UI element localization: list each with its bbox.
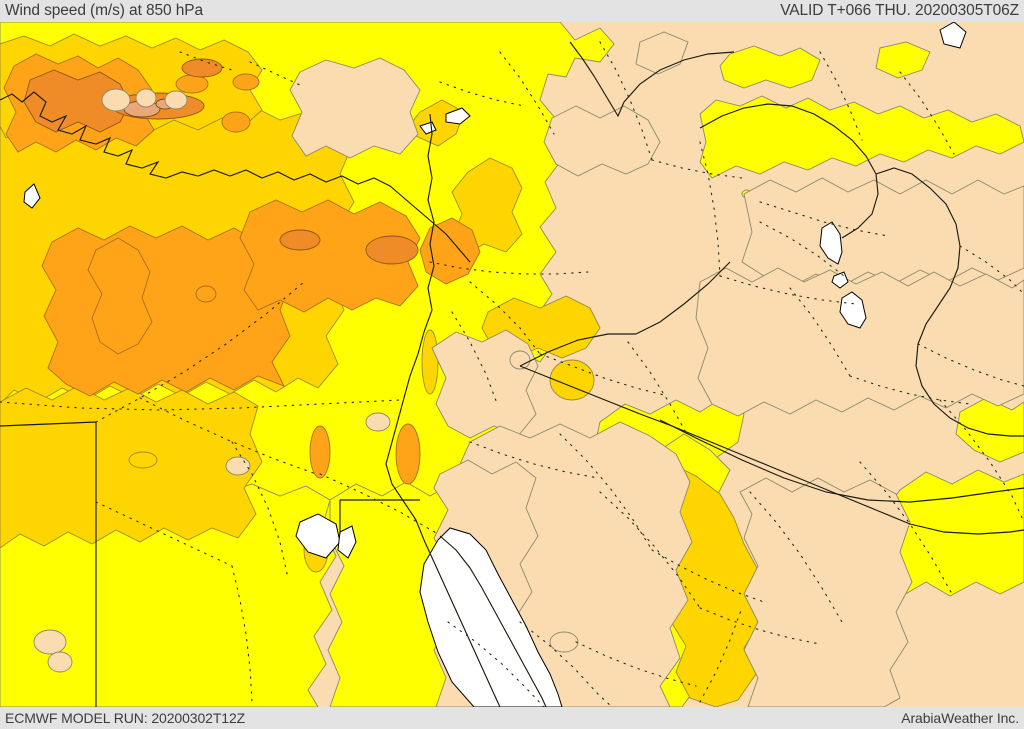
credit-label: ArabiaWeather Inc. <box>901 710 1019 726</box>
admin-borders-dotted <box>0 41 1024 707</box>
band-under-4-group <box>23 22 967 707</box>
bottom-info-bar: ECMWF MODEL RUN: 20200302T12Z ArabiaWeat… <box>0 707 1024 729</box>
model-run-label: ECMWF MODEL RUN: 20200302T12Z <box>5 710 246 726</box>
top-info-bar: Wind speed (m/s) at 850 hPa VALID T+066 … <box>0 0 1024 22</box>
country-borders <box>0 41 1024 707</box>
valid-time-label: VALID T+066 THU. 20200305T06Z <box>780 2 1019 19</box>
wind-speed-contour-canvas <box>0 22 1024 707</box>
map-title: Wind speed (m/s) at 850 hPa <box>5 2 204 19</box>
forecast-map[interactable] <box>0 22 1024 707</box>
